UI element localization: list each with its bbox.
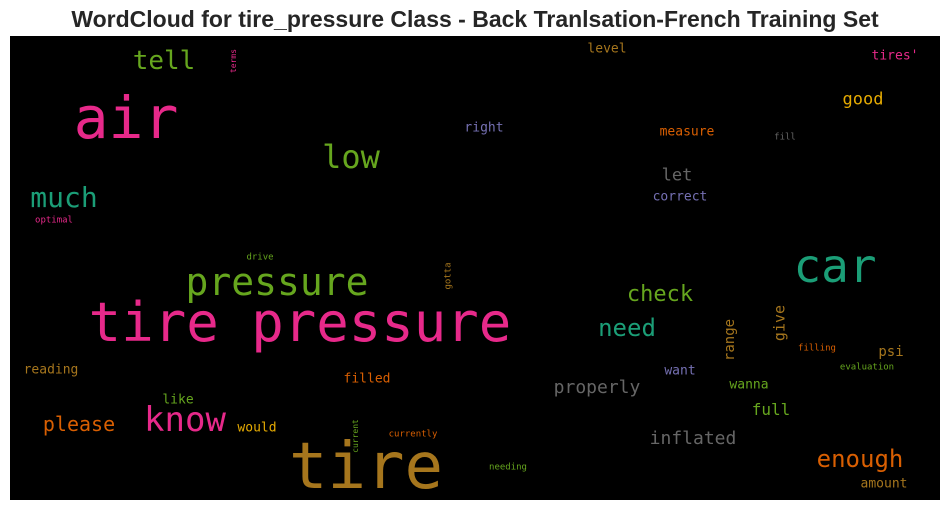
word-give: give <box>770 304 789 342</box>
word-wanna: wanna <box>729 377 769 393</box>
word-reading: reading <box>23 362 79 378</box>
word-filling: filling <box>798 343 836 354</box>
word-tires: tires' <box>871 48 919 64</box>
wordcloud-canvas: tire pressure tire air car pressure know low mu… <box>10 36 940 500</box>
word-fill: fill <box>774 132 796 143</box>
word-know: know <box>144 400 226 440</box>
word-right: right <box>464 120 504 136</box>
chart-title: WordCloud for tire_pressure Class - Back… <box>71 6 879 32</box>
word-evaluation: evaluation <box>839 362 895 373</box>
word-terms: terms <box>229 48 238 74</box>
word-psi: psi <box>878 344 904 360</box>
word-pressure: pressure <box>185 260 369 304</box>
word-filled: filled <box>343 371 391 387</box>
word-tire-pressure: tire pressure <box>88 291 512 354</box>
word-current: current <box>351 419 360 453</box>
word-would: would <box>237 420 277 436</box>
word-amount: amount <box>860 476 908 492</box>
word-optimal: optimal <box>35 215 73 226</box>
word-much: much <box>30 181 98 214</box>
word-check: check <box>626 282 694 307</box>
word-please: please <box>42 412 116 436</box>
word-let: let <box>661 165 693 186</box>
word-want: want <box>664 363 696 379</box>
word-gotta: gotta <box>443 262 454 290</box>
word-car: car <box>793 239 877 293</box>
word-good: good <box>842 89 884 110</box>
word-measure: measure <box>659 124 715 140</box>
word-inflated: inflated <box>649 428 737 449</box>
word-air: air <box>73 84 179 152</box>
word-need: need <box>598 314 656 342</box>
word-drive: drive <box>246 252 274 263</box>
word-full: full <box>751 400 791 419</box>
word-low: low <box>322 138 380 176</box>
word-like: like <box>162 392 194 408</box>
word-currently: currently <box>388 429 438 440</box>
word-range: range <box>722 318 738 362</box>
word-properly: properly <box>553 377 641 398</box>
word-level: level <box>587 41 627 57</box>
word-correct: correct <box>652 189 708 205</box>
word-tire: tire <box>288 430 444 500</box>
word-needing: needing <box>489 462 527 473</box>
word-enough: enough <box>816 445 904 473</box>
word-tell: tell <box>132 46 196 76</box>
